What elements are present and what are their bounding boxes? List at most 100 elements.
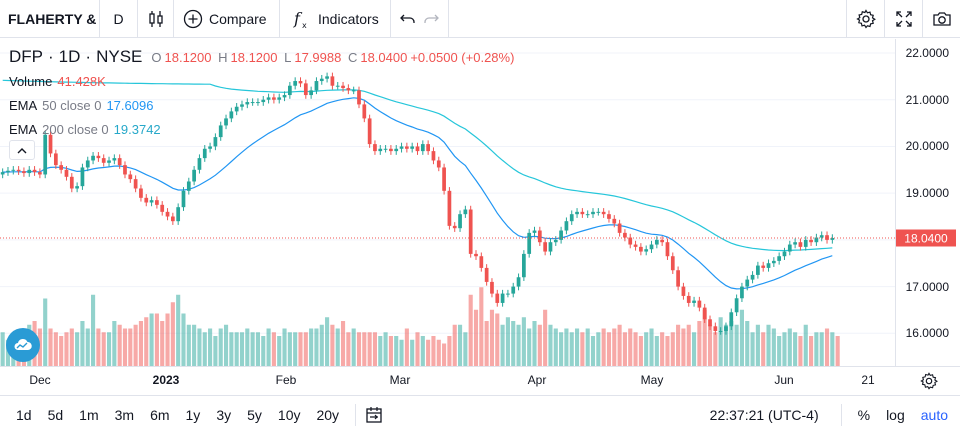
range-1d-button[interactable]: 1d [16, 406, 32, 423]
volume-bar [638, 336, 643, 366]
volume-bar [202, 332, 207, 366]
snapshot-button[interactable] [922, 0, 960, 38]
date-range-icon[interactable] [364, 405, 384, 425]
range-1m-button[interactable]: 1m [79, 406, 99, 423]
range-5y-button[interactable]: 5y [247, 406, 262, 423]
chart-type-button[interactable] [138, 0, 174, 38]
candle-body [16, 169, 21, 172]
candle-body [144, 197, 149, 203]
candle-body [500, 293, 505, 303]
log-toggle[interactable]: log [886, 406, 905, 423]
candle-body [522, 253, 526, 278]
undo-icon[interactable] [398, 9, 418, 29]
close-value: 18.0400 [360, 50, 408, 65]
ema200-legend-row[interactable]: EMA 200 close 0 19.3742 [9, 118, 514, 142]
time-label: Apr [527, 373, 547, 387]
range-5d-button[interactable]: 5d [47, 406, 64, 423]
volume-bar [367, 332, 372, 366]
volume-bar [745, 321, 750, 366]
volume-bar [585, 328, 590, 366]
candle-body [681, 286, 686, 296]
volume-bar [394, 336, 399, 366]
interval-button[interactable]: D [100, 0, 138, 38]
clock-timezone[interactable]: 22:37:21 (UTC-4) [709, 406, 819, 423]
candle-body [229, 111, 234, 119]
legend-sep-dot: · [85, 47, 92, 66]
volume-bar [755, 324, 760, 366]
symbol-search-button[interactable]: FLAHERTY & [0, 0, 100, 38]
volume-bar [282, 328, 287, 366]
compare-button[interactable]: Compare [174, 0, 280, 38]
volume-bar [112, 321, 117, 366]
volume-bar [692, 332, 697, 366]
time-label: May [640, 373, 664, 387]
volume-legend-row[interactable]: Volume 41.428K [9, 70, 514, 94]
close-key: C [344, 50, 358, 65]
volume-bar [553, 328, 558, 366]
axis-settings-icon[interactable] [920, 372, 940, 392]
volume-bar [479, 287, 484, 366]
ema50-legend-row[interactable]: EMA 50 close 0 17.6096 [9, 94, 514, 118]
candle-body [367, 118, 372, 145]
candle-body [484, 267, 489, 282]
tradingview-logo[interactable] [6, 328, 40, 362]
candle-body [660, 239, 665, 243]
auto-toggle[interactable]: auto [920, 406, 948, 423]
candle-body [213, 137, 218, 147]
ohlc-values: O 18.1200 H 18.1200 L 17.9988 C 18.0400 +0.0… [151, 46, 514, 70]
candle-body [234, 106, 239, 112]
volume-bar [660, 332, 665, 366]
volume-value: 41.428K [57, 74, 106, 89]
candle-body [708, 319, 712, 327]
ema200-params: 200 close 0 [42, 122, 109, 137]
candle-body [729, 312, 734, 327]
price-axis[interactable]: 22.0000 21.0000 20.0000 19.0000 17.0000 … [895, 39, 960, 366]
range-3y-button[interactable]: 3y [216, 406, 232, 423]
candle-body [543, 242, 548, 252]
candle-body [96, 155, 101, 159]
volume-bar [154, 313, 159, 366]
volume-bar [590, 336, 596, 366]
candle-body [298, 81, 303, 84]
candle-body [809, 239, 813, 243]
candle-body [64, 169, 69, 177]
candle-body [149, 200, 154, 203]
volume-bar [505, 317, 510, 366]
candle-body [436, 160, 441, 168]
range-1y-button[interactable]: 1y [185, 406, 201, 423]
candle-body [128, 174, 133, 180]
candle-body [612, 218, 617, 224]
candle-body [319, 78, 324, 82]
candle-body [463, 209, 468, 215]
volume-bar [596, 332, 601, 366]
candle-body [197, 158, 202, 170]
candle-body [48, 134, 53, 154]
legend-collapse-button[interactable] [9, 140, 35, 160]
volume-bar [819, 332, 824, 366]
volume-bar [165, 313, 170, 366]
indicators-label: Indicators [318, 10, 379, 27]
change-value: +0.0500 (+0.28%) [410, 50, 515, 65]
volume-bar [160, 321, 165, 366]
time-label: Mar [389, 373, 411, 387]
candle-body [314, 81, 319, 91]
volume-bar [633, 332, 638, 366]
volume-bar [718, 317, 723, 366]
fullscreen-button[interactable] [884, 0, 922, 38]
range-3m-button[interactable]: 3m [114, 406, 135, 423]
settings-button[interactable] [846, 0, 884, 38]
volume-bar [574, 328, 580, 366]
candle-body [787, 244, 792, 252]
volume-bar [426, 339, 431, 366]
range-10y-button[interactable]: 10y [277, 406, 301, 423]
range-20y-button[interactable]: 20y [316, 406, 340, 423]
volume-bar [702, 309, 707, 366]
redo-icon[interactable] [421, 9, 441, 29]
candle-body [107, 160, 111, 163]
candle-body [176, 207, 181, 222]
time-axis[interactable]: Dec 2023 Feb Mar Apr May Jun 21 [0, 366, 960, 394]
volume-bar [521, 317, 526, 366]
percent-toggle[interactable]: % [857, 406, 871, 423]
range-6m-button[interactable]: 6m [150, 406, 170, 423]
